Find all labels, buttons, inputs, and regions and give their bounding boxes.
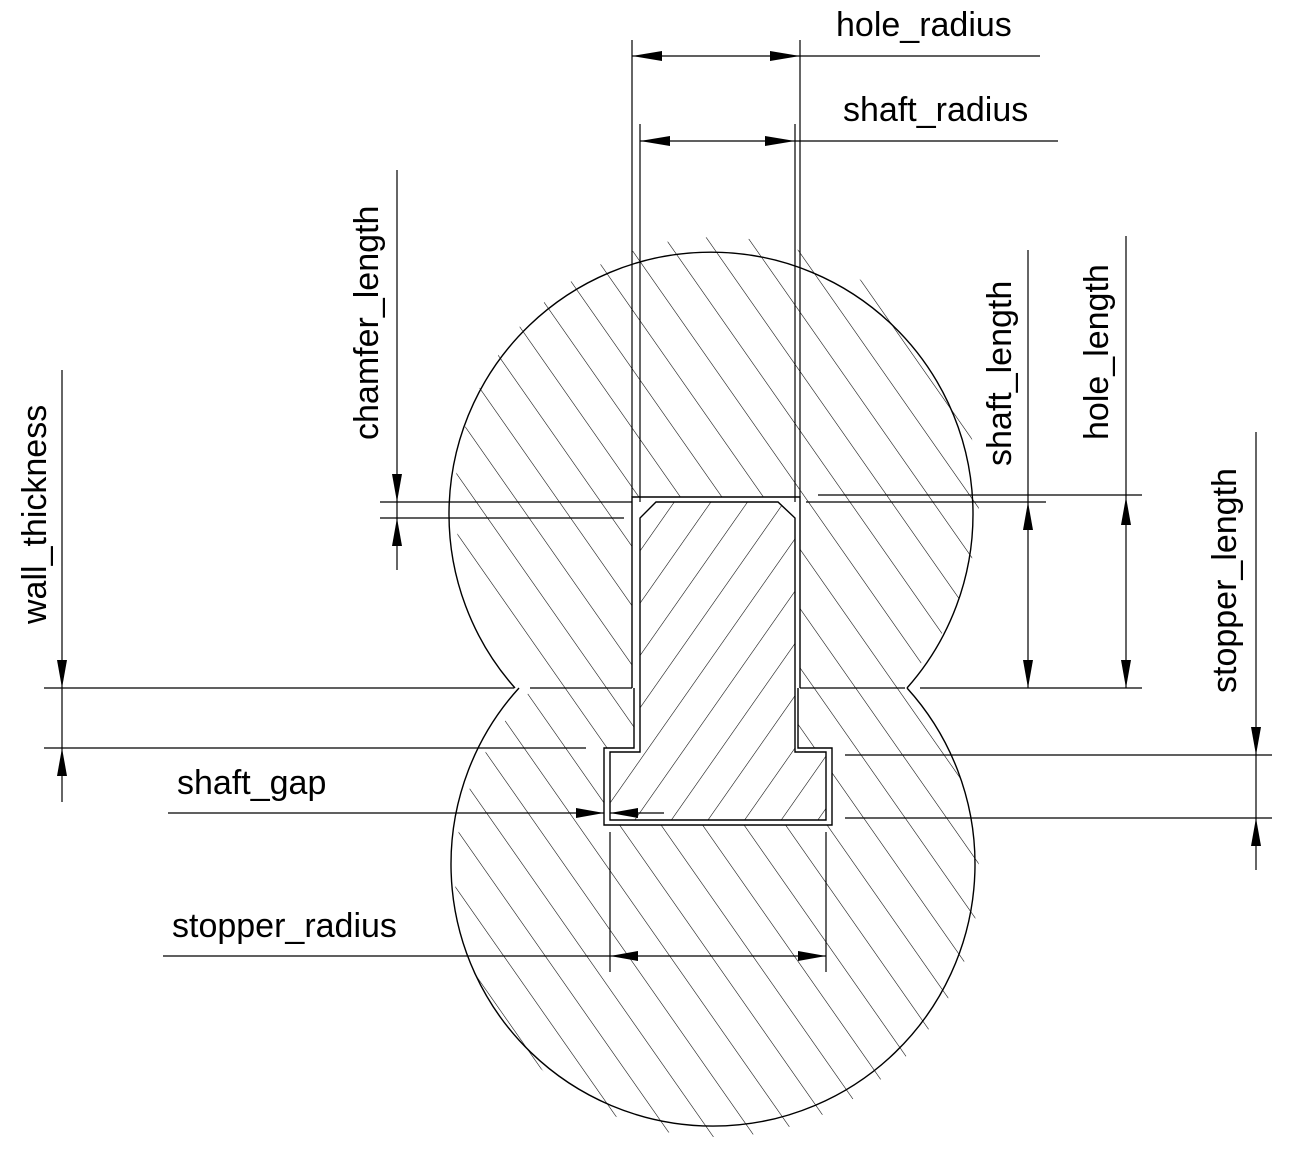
label-shaft-length: shaft_length (981, 281, 1019, 466)
shaft-section (610, 502, 826, 820)
dimension-shaft-radius: shaft_radius (639, 91, 1058, 502)
dimension-shaft-gap: shaft_gap (168, 764, 664, 818)
label-wall-thickness: wall_thickness (16, 405, 54, 625)
dimension-wall-thickness: wall_thickness (16, 370, 586, 802)
label-chamfer-length: chamfer_length (348, 206, 386, 440)
dimension-hole-radius: hole_radius (631, 6, 1040, 497)
label-hole-length: hole_length (1078, 264, 1116, 440)
body-outlines (448, 251, 976, 1127)
dimension-stopper-length: stopper_length (845, 432, 1272, 870)
label-shaft-gap: shaft_gap (177, 764, 326, 802)
dimension-shaft-length: shaft_length (806, 250, 1046, 688)
shaft-outline (609, 501, 827, 821)
lower-body-section (455, 613, 979, 1137)
label-stopper-length: stopper_length (1206, 468, 1244, 693)
dimension-stopper-radius: stopper_radius (163, 832, 827, 972)
dimension-hole-length: hole_length (818, 236, 1142, 689)
dimension-chamfer-length: chamfer_length (348, 170, 632, 570)
label-hole-radius: hole_radius (836, 6, 1012, 44)
hole-outline (603, 496, 833, 826)
label-shaft-radius: shaft_radius (843, 91, 1028, 129)
label-stopper-radius: stopper_radius (172, 907, 397, 945)
upper-body-section (455, 237, 979, 761)
